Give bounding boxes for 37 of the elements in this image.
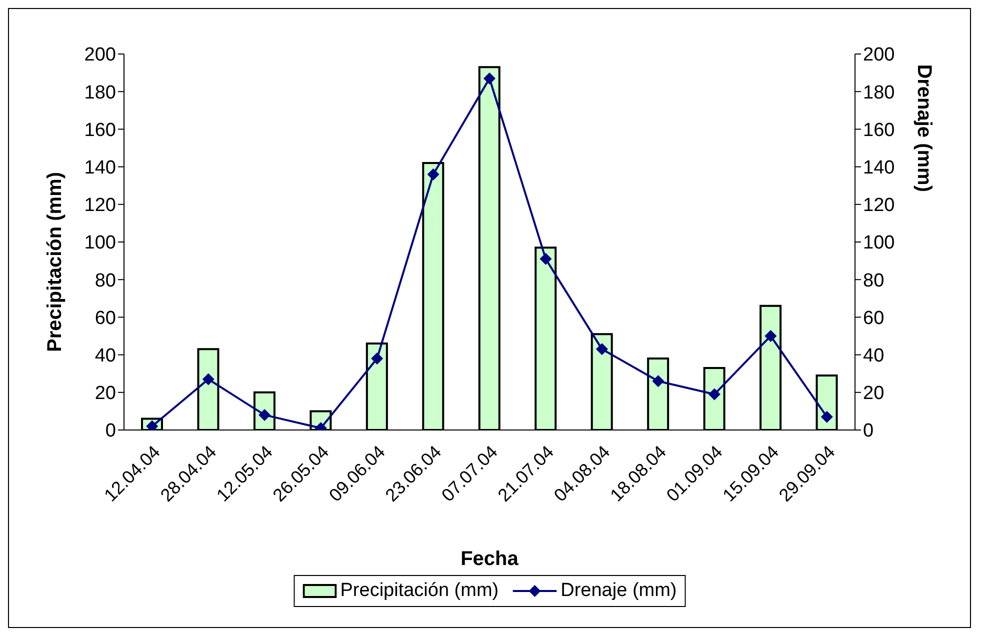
point bbox=[820, 410, 833, 423]
y2-tick-label: 160 bbox=[863, 120, 895, 141]
y-tick-label: 120 bbox=[84, 195, 116, 216]
y-tick-label: 60 bbox=[94, 308, 116, 329]
y2-tick-label: 200 bbox=[863, 44, 895, 66]
point bbox=[708, 388, 720, 400]
point bbox=[427, 168, 440, 180]
point bbox=[596, 343, 608, 356]
x-axis-title: Fecha bbox=[460, 548, 520, 570]
y2-tick-label: 80 bbox=[863, 270, 884, 292]
point bbox=[540, 252, 552, 265]
point bbox=[202, 373, 214, 386]
y2-tick-label: 40 bbox=[863, 346, 884, 367]
y-tick-label: 200 bbox=[84, 44, 116, 66]
y2-tick-label: 0 bbox=[863, 420, 874, 442]
point bbox=[484, 72, 496, 84]
y-tick-label: 140 bbox=[84, 158, 116, 179]
legend-label: Precipitación (mm) bbox=[340, 580, 499, 602]
legend-label: Drenaje (mm) bbox=[560, 580, 677, 602]
y-tick-label: 160 bbox=[84, 120, 116, 141]
point bbox=[764, 330, 777, 342]
y2-tick-label: 20 bbox=[863, 383, 884, 404]
y-tick-label: 100 bbox=[84, 232, 116, 254]
y2-tick-label: 120 bbox=[863, 195, 895, 216]
y-tick-label: 180 bbox=[84, 82, 116, 104]
point bbox=[371, 352, 384, 365]
y2-tick-label: 180 bbox=[863, 82, 895, 104]
y2-axis-title: Drenaje (mm) bbox=[912, 64, 935, 192]
y-tick-label: 0 bbox=[105, 420, 116, 442]
y2-tick-label: 100 bbox=[863, 232, 895, 254]
y2-tick-label: 60 bbox=[863, 308, 884, 329]
y-tick-label: 40 bbox=[94, 346, 116, 367]
y-tick-label: 20 bbox=[94, 383, 116, 404]
point bbox=[652, 375, 664, 388]
y-tick-label: 80 bbox=[94, 270, 116, 292]
y-axis-title: Precipitación (mm) bbox=[44, 172, 66, 352]
y2-tick-label: 140 bbox=[863, 158, 895, 179]
